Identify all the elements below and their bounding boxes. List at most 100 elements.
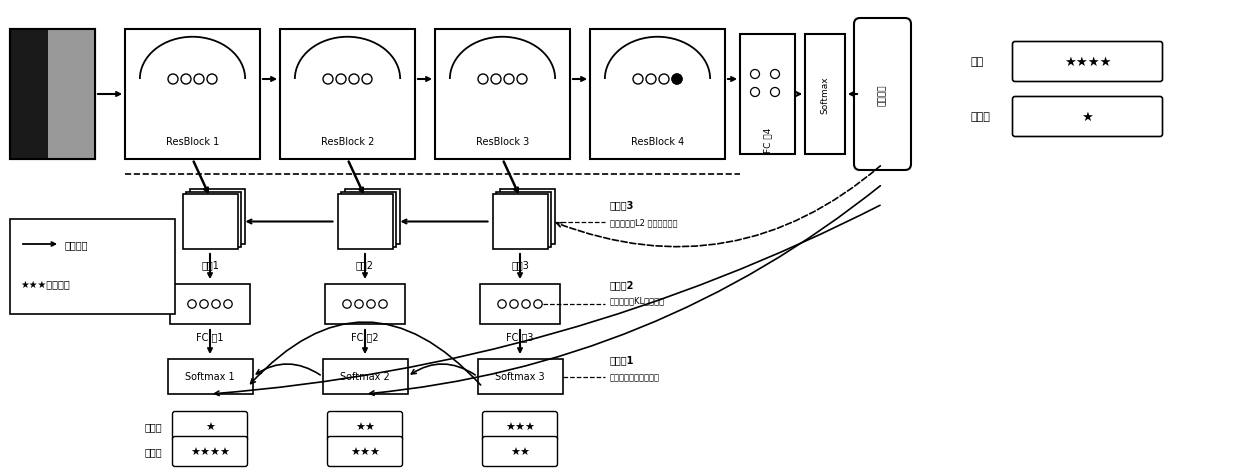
Text: 解码标签: 解码标签: [878, 84, 887, 106]
Circle shape: [632, 75, 644, 85]
Text: FC 层4: FC 层4: [763, 127, 773, 152]
Circle shape: [378, 300, 387, 308]
Circle shape: [517, 75, 527, 85]
Bar: [182, 195, 238, 249]
Bar: [590, 30, 725, 159]
Bar: [345, 189, 399, 245]
Text: 瓶頃2: 瓶頃2: [356, 259, 374, 269]
Circle shape: [355, 300, 363, 308]
FancyBboxPatch shape: [482, 436, 558, 466]
Circle shape: [477, 75, 489, 85]
Circle shape: [533, 300, 542, 308]
FancyBboxPatch shape: [172, 436, 248, 466]
Bar: [48, 30, 95, 159]
Text: 损失源2: 损失源2: [610, 279, 635, 289]
Circle shape: [503, 75, 515, 85]
Text: 来自蒸馈的KL散度损失: 来自蒸馈的KL散度损失: [610, 296, 665, 305]
Bar: [167, 359, 253, 394]
Bar: [190, 189, 244, 245]
Bar: [435, 30, 570, 159]
Text: ★★: ★★: [510, 446, 529, 456]
Circle shape: [187, 300, 196, 308]
Text: FC 层2: FC 层2: [351, 331, 378, 341]
Text: Softmax 1: Softmax 1: [185, 372, 234, 382]
FancyBboxPatch shape: [1013, 97, 1163, 137]
Text: 来自提示的L2 损失（特征）: 来自提示的L2 损失（特征）: [610, 218, 677, 227]
Bar: [325, 284, 405, 324]
Text: ★★★★: ★★★★: [190, 446, 229, 456]
Bar: [10, 219, 175, 314]
Bar: [186, 192, 241, 247]
Bar: [492, 195, 548, 249]
Bar: [170, 284, 250, 324]
FancyBboxPatch shape: [854, 19, 911, 170]
Text: Softmax 2: Softmax 2: [340, 372, 389, 382]
Text: ★★★相对大小: ★★★相对大小: [20, 279, 69, 289]
Text: FC 层1: FC 层1: [196, 331, 223, 341]
Text: 加速：: 加速：: [970, 112, 990, 122]
Circle shape: [322, 75, 334, 85]
Text: 来自标签的交叉熵损失: 来自标签的交叉熵损失: [610, 373, 660, 382]
Circle shape: [658, 75, 670, 85]
Circle shape: [336, 75, 346, 85]
FancyBboxPatch shape: [327, 436, 403, 466]
Text: ★: ★: [205, 422, 215, 432]
FancyBboxPatch shape: [1013, 42, 1163, 82]
Text: 精度: 精度: [970, 58, 983, 68]
Bar: [496, 192, 551, 247]
Text: ★★★: ★★★: [350, 446, 379, 456]
Circle shape: [367, 300, 376, 308]
Circle shape: [491, 75, 501, 85]
FancyBboxPatch shape: [172, 412, 248, 442]
Bar: [322, 359, 408, 394]
Text: Softmax: Softmax: [821, 76, 830, 114]
Circle shape: [750, 89, 759, 97]
Circle shape: [212, 300, 221, 308]
Text: 损失源1: 损失源1: [610, 354, 635, 364]
Text: ResBlock 1: ResBlock 1: [166, 137, 219, 147]
Bar: [341, 192, 396, 247]
Circle shape: [348, 75, 360, 85]
Circle shape: [193, 75, 205, 85]
Bar: [10, 30, 95, 159]
Text: 瓶頃3: 瓶頃3: [511, 259, 529, 269]
Circle shape: [342, 300, 351, 308]
Text: 精度：: 精度：: [145, 422, 162, 432]
Text: 加速：: 加速：: [145, 446, 162, 456]
Circle shape: [672, 75, 682, 85]
FancyBboxPatch shape: [327, 412, 403, 442]
Circle shape: [181, 75, 191, 85]
Bar: [500, 189, 554, 245]
Circle shape: [167, 75, 179, 85]
Circle shape: [362, 75, 372, 85]
Circle shape: [646, 75, 656, 85]
Bar: [480, 284, 560, 324]
Bar: [477, 359, 563, 394]
Text: ★: ★: [1081, 111, 1094, 124]
Circle shape: [497, 300, 506, 308]
Text: ResBlock 3: ResBlock 3: [476, 137, 529, 147]
Text: ★★: ★★: [355, 422, 374, 432]
Bar: [10, 30, 95, 159]
Bar: [10, 30, 48, 159]
Text: Softmax 3: Softmax 3: [495, 372, 544, 382]
Text: ★★★★: ★★★★: [1064, 56, 1111, 69]
Circle shape: [770, 89, 780, 97]
Bar: [337, 195, 393, 249]
Bar: [125, 30, 260, 159]
Bar: [740, 35, 795, 155]
Text: ResBlock 4: ResBlock 4: [631, 137, 684, 147]
Text: 正向流程: 正向流程: [64, 239, 88, 249]
Circle shape: [770, 70, 780, 79]
Bar: [805, 35, 844, 155]
Circle shape: [200, 300, 208, 308]
FancyBboxPatch shape: [482, 412, 558, 442]
Circle shape: [223, 300, 232, 308]
Text: FC 层3: FC 层3: [506, 331, 533, 341]
Circle shape: [672, 75, 682, 85]
Circle shape: [207, 75, 217, 85]
Bar: [280, 30, 415, 159]
Text: ResBlock 2: ResBlock 2: [321, 137, 374, 147]
Text: 损失源3: 损失源3: [610, 199, 635, 209]
Circle shape: [510, 300, 518, 308]
